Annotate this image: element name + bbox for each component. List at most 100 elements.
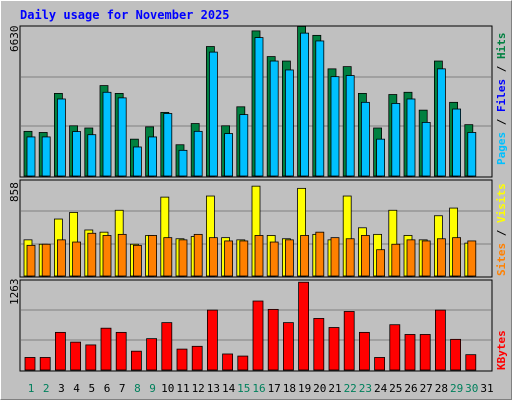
legend-sites: Sites <box>495 243 508 276</box>
x-tick-label: 28 <box>435 382 448 395</box>
x-tick-label: 17 <box>268 382 281 395</box>
kbytes-legend: KBytes <box>495 330 508 370</box>
files-bar <box>41 136 51 177</box>
sites-bar <box>254 235 264 277</box>
x-tick-label: 20 <box>313 382 326 395</box>
x-tick-label: 13 <box>207 382 220 395</box>
legend-pages: Pages <box>495 132 508 165</box>
kbytes-bar <box>252 300 264 371</box>
kbytes-bar <box>24 357 36 371</box>
kbytes-bar <box>374 357 386 371</box>
kbytes-bar <box>404 334 416 371</box>
files-bar <box>391 103 401 177</box>
sites-bar <box>148 235 158 277</box>
files-bar <box>208 51 218 177</box>
files-bar <box>57 98 66 177</box>
kbytes-bar <box>389 324 401 371</box>
sites-bar <box>178 239 188 277</box>
sites-bar <box>208 237 218 277</box>
kbytes-bar <box>146 338 158 371</box>
kbytes-bar <box>176 348 188 371</box>
x-tick-label: 26 <box>404 382 417 395</box>
files-bar <box>452 108 462 177</box>
files-bar <box>330 76 340 177</box>
chart-title: Daily usage for November 2025 <box>20 8 230 22</box>
kbytes-bar <box>298 281 310 371</box>
kbytes-bar <box>419 334 431 371</box>
kbytes-bar <box>267 308 279 371</box>
files-bar <box>360 101 370 177</box>
kbytes-bar <box>161 322 173 371</box>
kbytes-bar <box>85 344 97 371</box>
files-bar <box>284 69 294 177</box>
x-tick-label: 16 <box>252 382 265 395</box>
sites-bar <box>193 233 203 277</box>
sites-bar <box>406 239 416 277</box>
sites-bar <box>284 239 294 277</box>
sites-bar <box>269 241 279 277</box>
sites-bar <box>163 237 173 277</box>
files-bar <box>132 146 142 177</box>
kbytes-bar <box>343 311 355 371</box>
kbytes-bar <box>328 327 340 371</box>
visits-legend: Sites / Visits <box>495 183 508 276</box>
kbytes-bar <box>70 341 81 371</box>
x-tick-label: 1 <box>28 382 35 395</box>
files-bar <box>269 60 279 177</box>
files-bar <box>376 138 386 177</box>
x-tick-label: 22 <box>344 382 357 395</box>
files-bar <box>148 136 158 177</box>
x-tick-label: 9 <box>149 382 156 395</box>
x-tick-label: 8 <box>134 382 141 395</box>
legend-sep-3: / <box>495 223 508 243</box>
x-tick-label: 12 <box>192 382 205 395</box>
x-tick-label: 19 <box>298 382 311 395</box>
sites-bar <box>224 240 234 277</box>
files-bar <box>436 68 446 177</box>
sites-bar <box>72 241 81 277</box>
x-tick-label: 10 <box>161 382 174 395</box>
kbytes-bar <box>450 338 462 371</box>
sites-bar <box>315 231 325 277</box>
files-bar <box>406 98 416 177</box>
kbytes-bar <box>222 353 234 371</box>
x-tick-label: 11 <box>176 382 189 395</box>
kbytes-bar <box>282 322 294 371</box>
sites-bar <box>376 249 386 277</box>
kbytes-bar <box>39 357 51 371</box>
files-bar <box>315 40 325 177</box>
kbytes-bar <box>130 350 142 371</box>
x-tick-label: 4 <box>73 382 80 395</box>
sites-bar <box>467 240 477 277</box>
x-tick-label: 3 <box>58 382 65 395</box>
x-tick-label: 6 <box>104 382 111 395</box>
x-tick-label: 21 <box>328 382 341 395</box>
kbytes-bar <box>55 331 66 371</box>
x-tick-label: 7 <box>119 382 126 395</box>
kbytes-ymax-label: 1263 <box>8 279 21 306</box>
files-bar <box>239 114 249 177</box>
files-bar <box>193 130 203 177</box>
legend-kbytes: KBytes <box>495 330 508 370</box>
kbytes-bar <box>115 331 127 371</box>
files-bar <box>254 37 264 177</box>
files-bar <box>224 133 234 177</box>
x-tick-label: 29 <box>450 382 463 395</box>
visits-ymax-label: 858 <box>8 182 21 202</box>
files-bar <box>163 113 173 177</box>
hits-legend: Pages / Files / Hits <box>495 33 508 166</box>
legend-visits: Visits <box>495 183 508 223</box>
kbytes-bar <box>313 318 325 371</box>
files-bar <box>178 149 188 177</box>
sites-bar <box>391 243 401 277</box>
sites-bar <box>436 238 446 277</box>
files-bar <box>102 91 112 177</box>
kbytes-bar <box>237 355 249 371</box>
x-tick-label: 24 <box>374 382 388 395</box>
x-tick-label: 25 <box>389 382 402 395</box>
kbytes-bar <box>100 327 112 371</box>
files-bar <box>421 122 431 177</box>
x-tick-label: 5 <box>88 382 95 395</box>
kbytes-bar <box>358 331 370 371</box>
